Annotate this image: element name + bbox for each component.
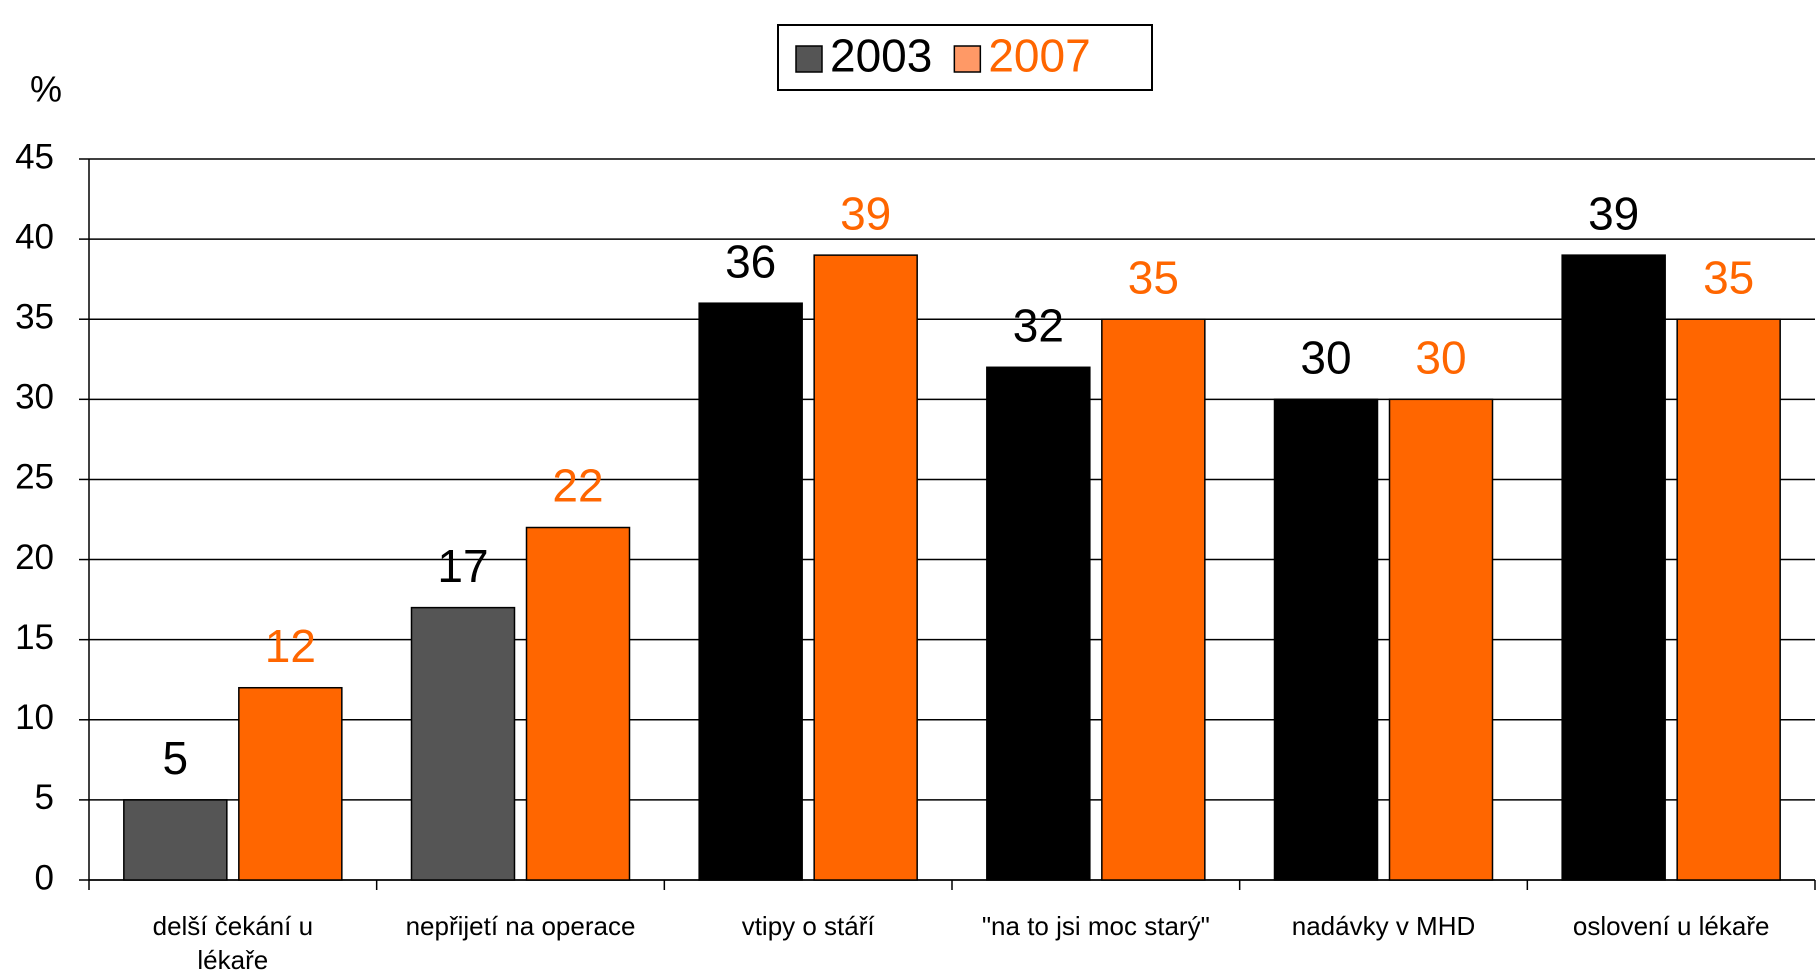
bar: [410, 606, 516, 881]
y-tick-label: 25: [15, 458, 54, 497]
data-label: 22: [552, 460, 603, 512]
legend-swatch: [795, 45, 823, 73]
y-tick-label: 10: [15, 698, 54, 737]
y-tick-label: 15: [15, 618, 54, 657]
bar: [813, 254, 918, 881]
bar: [1273, 398, 1379, 881]
data-label: 39: [840, 187, 891, 239]
legend-label: 2007: [988, 30, 1090, 82]
bar: [525, 526, 631, 881]
bar: [1388, 398, 1494, 881]
bar: [123, 799, 228, 881]
x-tick-label: vtipy o stáří: [741, 911, 875, 941]
y-tick-label: 30: [15, 378, 54, 417]
data-label: 5: [163, 732, 189, 784]
bar: [986, 366, 1091, 881]
x-tick-label: nepřijetí na operace: [405, 911, 636, 941]
data-label: 39: [1588, 187, 1639, 239]
data-label: 35: [1128, 251, 1179, 303]
data-label: 12: [265, 620, 316, 672]
data-label: 30: [1300, 331, 1351, 383]
y-tick-label: 40: [15, 217, 54, 256]
data-label: 32: [1013, 299, 1064, 351]
bar: [1101, 318, 1206, 881]
y-tick-label: 5: [35, 778, 54, 817]
y-tick-label: 0: [35, 858, 54, 897]
data-label: 30: [1415, 331, 1466, 383]
legend-swatch: [953, 45, 982, 73]
y-axis-label: %: [30, 69, 62, 110]
bar: [698, 302, 803, 881]
y-tick-label: 45: [15, 137, 54, 176]
bar: [1561, 254, 1666, 881]
data-label: 36: [725, 235, 776, 287]
y-tick-label: 20: [15, 538, 54, 577]
data-label: 35: [1703, 251, 1754, 303]
legend-label: 2003: [830, 30, 932, 82]
bar: [238, 686, 343, 881]
bar: [1676, 318, 1781, 881]
data-label: 17: [437, 540, 488, 592]
y-tick-label: 35: [15, 297, 54, 336]
x-tick-label: oslovení u lékaře: [1572, 911, 1770, 941]
x-tick-label: delší čekání u lékaře: [152, 911, 314, 975]
x-tick-label: "na to jsi moc starý": [981, 911, 1210, 941]
x-tick-label: nadávky v MHD: [1291, 911, 1476, 941]
